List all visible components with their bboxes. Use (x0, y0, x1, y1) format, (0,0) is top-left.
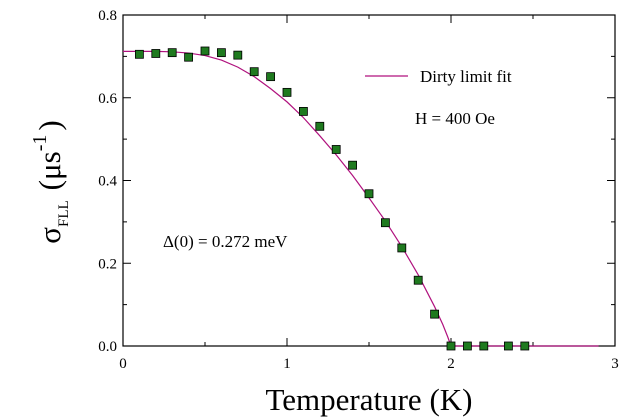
data-point (413, 275, 423, 285)
x-tick-label: 0 (119, 356, 127, 372)
axis-ticks (122, 14, 616, 347)
legend-label: Dirty limit fit (420, 67, 512, 86)
gap-annotation: Δ(0) = 0.272 meV (163, 232, 288, 251)
data-points (134, 46, 530, 351)
tick-labels: 0 1 2 3 0.0 0.2 0.4 0.6 0.8 (98, 8, 619, 372)
y-tick-label: 0.0 (98, 339, 117, 355)
y-axis-subscript: FLL (56, 200, 72, 227)
data-point (184, 52, 194, 62)
data-point (298, 107, 308, 116)
data-point (397, 243, 407, 253)
data-point (266, 72, 276, 82)
svg-text:σFLL(μs-1): σFLL (μs-1) (29, 120, 72, 243)
data-point (167, 48, 177, 58)
data-point (315, 121, 325, 131)
x-tick-label: 1 (283, 356, 291, 372)
data-point (479, 341, 489, 351)
y-axis-symbol: σ (32, 227, 67, 244)
field-annotation: H = 400 Oe (415, 109, 495, 128)
data-point (348, 160, 358, 170)
y-axis-title: σFLL (μs-1) (29, 120, 72, 243)
data-point (216, 48, 226, 58)
y-tick-label: 0.2 (98, 256, 117, 272)
plot-frame (122, 14, 616, 347)
data-point (282, 87, 292, 97)
data-point (134, 49, 144, 59)
data-point (462, 341, 472, 351)
y-tick-label: 0.8 (98, 8, 117, 24)
data-point (380, 218, 390, 228)
x-tick-label: 2 (447, 356, 455, 372)
data-point (364, 189, 374, 199)
data-point (430, 309, 440, 319)
x-axis-title: Temperature (K) (266, 382, 473, 417)
y-axis-exponent: -1 (29, 135, 51, 152)
data-point (446, 341, 456, 351)
x-tick-label: 3 (611, 356, 619, 372)
y-tick-label: 0.6 (98, 91, 117, 107)
data-point (249, 67, 259, 77)
legend: Dirty limit fit (365, 67, 512, 86)
data-point (503, 341, 513, 351)
data-point (200, 46, 210, 56)
data-point (520, 341, 530, 351)
data-point (331, 145, 341, 154)
data-point (151, 49, 161, 58)
data-point (233, 50, 243, 60)
y-axis-unit-open: (μs (32, 151, 67, 190)
fit-line (123, 50, 599, 347)
y-tick-label: 0.4 (98, 174, 117, 190)
y-axis-unit-close: ) (32, 120, 67, 130)
